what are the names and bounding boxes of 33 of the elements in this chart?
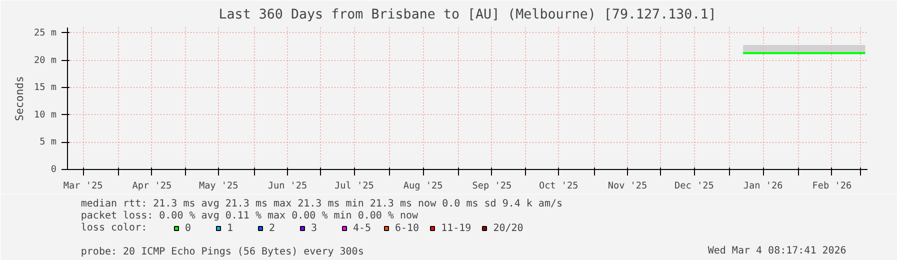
y-tick-label: 5 m	[40, 136, 57, 148]
y-tick-label: 15 m	[34, 82, 57, 94]
text: Wed Mar 4 08:17:41 2026	[708, 246, 846, 256]
text: median rtt: 21.3 ms avg 21.3 ms max 21.3 ms min 21.3 ms now 0.0 ms sd 9.4 k am/s	[80, 198, 563, 210]
legend-label: 6-10	[395, 222, 420, 234]
legend-label: 20/20	[493, 222, 524, 234]
x-tick-label: Nov '25	[608, 180, 648, 192]
x-tick-label: Jun '25	[268, 180, 308, 192]
y-tick-label: 25 m	[34, 27, 57, 38]
legend-label: 11-19	[441, 222, 472, 234]
legend-title: loss color:	[80, 222, 148, 234]
legend-label: 3	[311, 222, 318, 234]
text: probe: 20 ICMP Echo Pings (56 Bytes) every 300s	[80, 246, 364, 258]
x-tick-label: Sep '25	[472, 180, 512, 192]
legend-label: 4-5	[353, 222, 372, 234]
x-tick-label: Aug '25	[403, 180, 443, 192]
x-tick-label: May '25	[198, 180, 238, 192]
x-tick-label: Jan '26	[743, 180, 784, 192]
x-tick-label: Mar '25	[63, 180, 103, 192]
x-tick-label: Dec '25	[674, 180, 714, 192]
legend-label: 2	[269, 222, 276, 234]
x-tick-label: Feb '26	[812, 180, 852, 192]
legend-label: 0	[185, 222, 192, 234]
x-tick-label: Apr '25	[132, 180, 172, 192]
chart-title: Last 360 Days from Brisbane to [AU] (Melbourne) [79.127.130.1]	[218, 8, 716, 22]
legend-label: 1	[227, 222, 234, 234]
y-axis-title: Seconds	[13, 76, 26, 121]
x-tick-label: Oct '25	[538, 180, 578, 192]
text: packet loss: 0.00 % avg 0.11 % max 0.00 % min 0.00 % now	[80, 210, 420, 222]
x-tick-label: Jul '25	[334, 180, 374, 192]
y-tick-label: 10 m	[34, 109, 57, 120]
y-tick-label: 20 m	[34, 54, 57, 66]
y-tick-label: 0	[50, 164, 57, 175]
